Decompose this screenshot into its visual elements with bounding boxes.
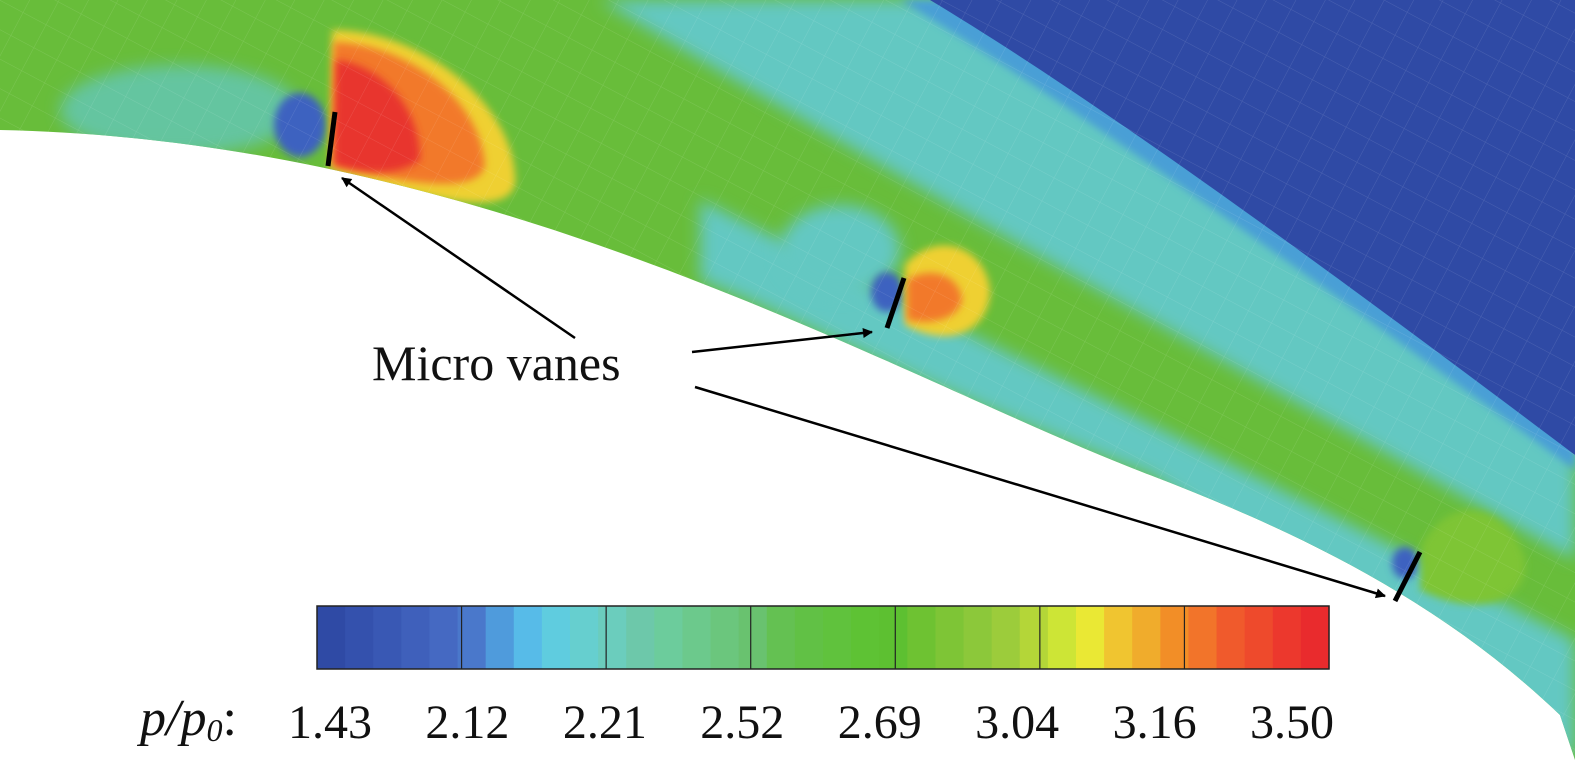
legend-swatch [513, 606, 543, 669]
legend-swatch [598, 606, 627, 669]
legend-variable-label: p/p0: [136, 690, 237, 748]
legend-colorbar [316, 605, 1330, 670]
legend-tick-labels: 1.43 2.12 2.21 2.52 2.69 3.04 3.16 3.50 [288, 696, 1334, 749]
legend-swatch [1272, 606, 1302, 669]
legend-swatch [654, 606, 684, 669]
legend-tick-label: 3.16 [1113, 696, 1197, 749]
legend-swatch [935, 606, 965, 669]
legend-frame [316, 605, 1330, 670]
legend-swatch [682, 606, 712, 669]
legend-swatch [823, 606, 852, 669]
legend-swatch [345, 606, 374, 669]
arrow-to-vane-2 [691, 328, 873, 354]
legend-tick-label: 2.21 [563, 696, 647, 749]
micro-vane-3 [1392, 550, 1423, 603]
legend-swatch [1188, 606, 1218, 669]
legend-swatch [401, 606, 431, 669]
legend-swatch [429, 606, 459, 669]
legend-tick-label: 2.52 [700, 696, 784, 749]
legend-swatch [1047, 606, 1077, 669]
arrow-to-vane-3 [694, 385, 1386, 599]
legend-swatch [963, 606, 993, 669]
legend-swatch [991, 606, 1021, 669]
legend-swatch [1300, 606, 1330, 669]
legend-tick-label: 3.04 [975, 696, 1059, 749]
legend-swatch [626, 606, 655, 669]
legend-swatch [541, 606, 571, 669]
legend-tick-label: 1.43 [288, 696, 372, 749]
legend-swatch [879, 606, 908, 669]
legend-tick-label: 2.69 [838, 696, 922, 749]
legend-swatch [1132, 606, 1161, 669]
legend-swatch [1076, 606, 1105, 669]
legend-swatch [1104, 606, 1133, 669]
micro-vanes-label: Micro vanes [372, 335, 621, 391]
legend-swatch [1216, 606, 1246, 669]
legend-swatch [1244, 606, 1274, 669]
legend-swatch [766, 606, 796, 669]
arrow-to-vane-1 [341, 176, 576, 340]
legend-swatch [907, 606, 937, 669]
legend-swatch [570, 606, 599, 669]
legend-swatch [851, 606, 880, 669]
micro-vane-2 [884, 277, 907, 329]
legend-swatch [373, 606, 402, 669]
legend-swatch [794, 606, 824, 669]
legend-swatch [457, 606, 487, 669]
legend-tick-label: 3.50 [1250, 696, 1334, 749]
legend-swatch [738, 606, 768, 669]
legend-swatch [710, 606, 740, 669]
micro-vane-1 [325, 111, 338, 167]
legend-tick-label: 2.12 [425, 696, 509, 749]
legend-swatch [317, 606, 346, 669]
legend-swatch [1019, 606, 1049, 669]
legend-swatch [485, 606, 515, 669]
